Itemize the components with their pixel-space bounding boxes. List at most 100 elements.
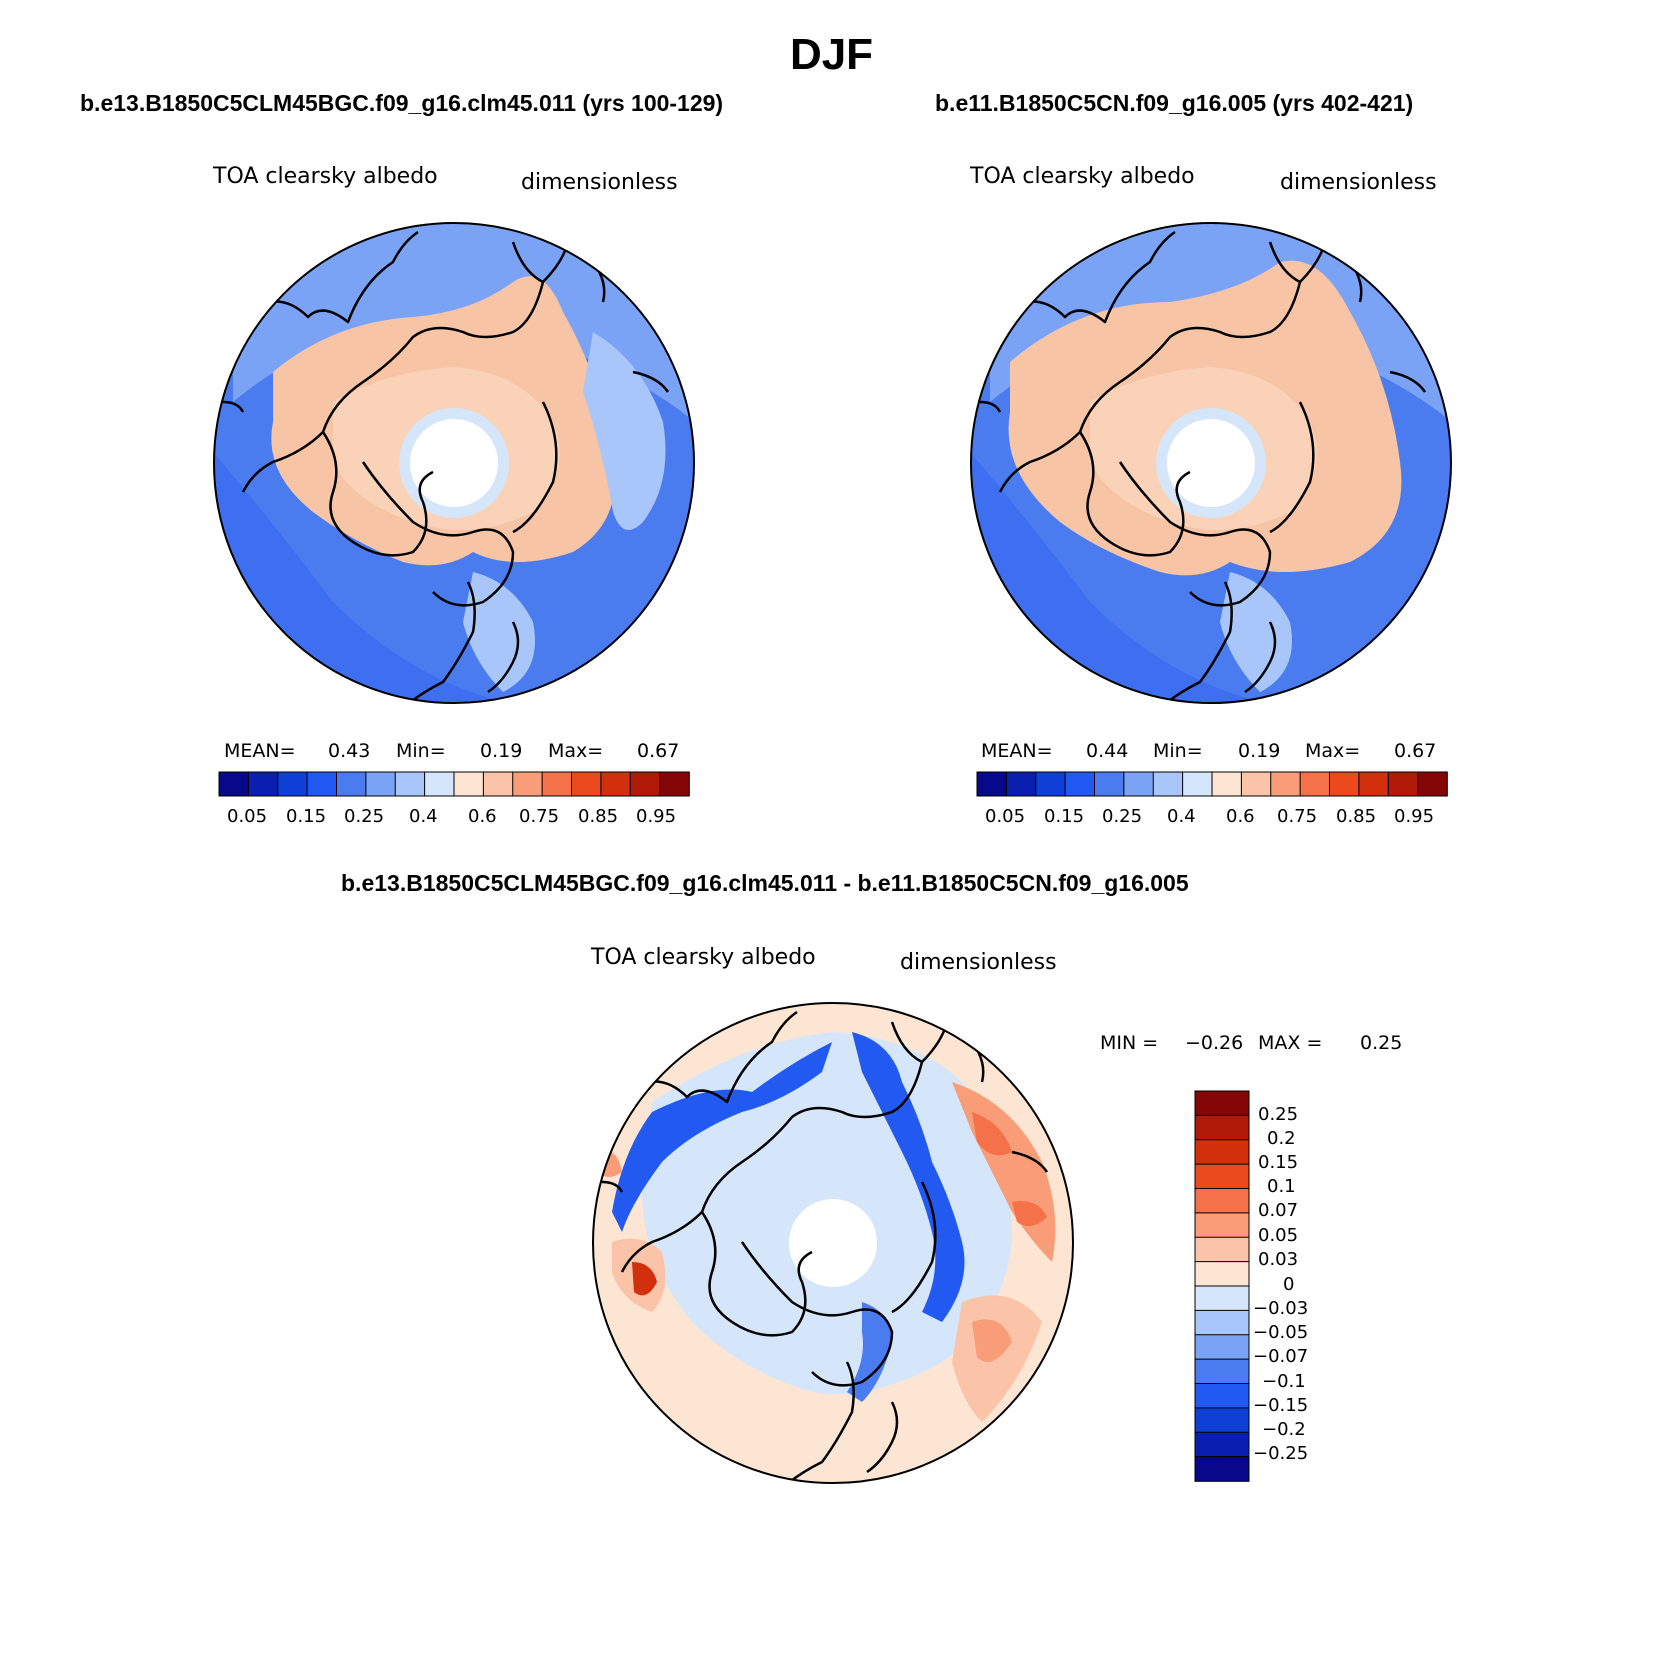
colorbar-swatch — [1152, 771, 1184, 797]
panel1-polar-map — [213, 222, 695, 704]
colorbar-swatch — [306, 771, 338, 797]
panel2-colorbar-tick: 0.6 — [1226, 806, 1255, 827]
colorbar-swatch — [1240, 771, 1272, 797]
panel3-colorbar-tick: 0.25 — [1258, 1104, 1299, 1125]
panel3-colorbar-tick: −0.03 — [1253, 1298, 1309, 1319]
panel3-colorbar-tick: 0.05 — [1258, 1225, 1299, 1246]
panel1-colorbar-tick: 0.25 — [344, 806, 385, 827]
colorbar-swatch — [1194, 1285, 1250, 1312]
colorbar-swatch — [1123, 771, 1155, 797]
panel3-colorbar-tick: 0.15 — [1258, 1152, 1299, 1173]
colorbar-swatch — [1194, 1139, 1250, 1165]
colorbar-swatch — [1329, 771, 1360, 797]
colorbar-swatch — [247, 771, 279, 797]
panel3-max-label: MAX = — [1258, 1032, 1323, 1054]
panel3-subtitle: b.e13.B1850C5CLM45BGC.f09_g16.clm45.011 … — [341, 870, 1189, 896]
colorbar-swatch — [336, 771, 367, 797]
colorbar-swatch — [1194, 1090, 1250, 1117]
panel2-colorbar-tick: 0.75 — [1277, 806, 1318, 827]
panel3-colorbar-tick: 0.1 — [1267, 1176, 1296, 1197]
panel1-min-label: Min= — [396, 740, 446, 762]
colorbar-swatch — [1005, 771, 1037, 797]
panel3-min-value: −0.26 — [1185, 1032, 1244, 1054]
panel1-mean-value: 0.43 — [328, 740, 371, 762]
colorbar-swatch — [512, 771, 543, 797]
panel1-colorbar-tick: 0.15 — [286, 806, 327, 827]
panel2-subtitle: b.e11.B1850C5CN.f09_g16.005 (yrs 402-421… — [935, 90, 1414, 116]
panel1-colorbar-tick: 0.4 — [409, 806, 438, 827]
panel3-difference-map — [592, 1002, 1074, 1484]
panel2-colorbar — [976, 771, 1448, 797]
panel2-colorbar-tick: 0.25 — [1102, 806, 1143, 827]
colorbar-swatch — [453, 771, 485, 797]
colorbar-swatch — [1194, 1334, 1250, 1360]
colorbar-swatch — [1194, 1383, 1250, 1409]
panel2-min-value: 0.19 — [1238, 740, 1281, 762]
colorbar-swatch — [1211, 771, 1243, 797]
panel2-variable-label: TOA clearsky albedo — [970, 164, 1195, 189]
panel3-colorbar-tick: 0.03 — [1258, 1249, 1299, 1270]
panel2-polar-map — [970, 222, 1452, 704]
panel1-colorbar-tick: 0.05 — [227, 806, 268, 827]
colorbar-swatch — [1358, 771, 1390, 797]
colorbar-swatch — [1417, 771, 1448, 797]
panel2-colorbar-tick: 0.85 — [1336, 806, 1377, 827]
panel2-max-value: 0.67 — [1394, 740, 1437, 762]
panel3-colorbar-tick: −0.05 — [1253, 1322, 1309, 1343]
colorbar-swatch — [365, 771, 397, 797]
colorbar-swatch — [424, 771, 455, 797]
panel2-units-label: dimensionless — [1280, 170, 1437, 195]
colorbar-swatch — [394, 771, 426, 797]
panel1-max-label: Max= — [548, 740, 604, 762]
panel3-colorbar-tick: 0.2 — [1267, 1128, 1296, 1149]
panel1-units-label: dimensionless — [521, 170, 678, 195]
colorbar-swatch — [1194, 1188, 1250, 1214]
colorbar-swatch — [1270, 771, 1301, 797]
panel2-colorbar-tick: 0.05 — [985, 806, 1026, 827]
colorbar-swatch — [1182, 771, 1213, 797]
colorbar-swatch — [1194, 1163, 1250, 1190]
panel1-colorbar-tick: 0.75 — [519, 806, 560, 827]
panel3-colorbar-tick: −0.25 — [1253, 1443, 1309, 1464]
colorbar-swatch — [600, 771, 632, 797]
colorbar-swatch — [1387, 771, 1419, 797]
colorbar-swatch — [571, 771, 602, 797]
panel2-max-label: Max= — [1305, 740, 1361, 762]
colorbar-swatch — [629, 771, 661, 797]
panel1-colorbar — [218, 771, 690, 797]
panel1-min-value: 0.19 — [480, 740, 523, 762]
colorbar-swatch — [659, 771, 690, 797]
panel2-colorbar-tick: 0.95 — [1394, 806, 1435, 827]
colorbar-swatch — [1194, 1431, 1250, 1458]
panel3-colorbar-tick: 0 — [1283, 1274, 1295, 1295]
panel3-colorbar-tick: −0.15 — [1253, 1395, 1309, 1416]
panel2-min-label: Min= — [1153, 740, 1203, 762]
figure-title: DJF — [789, 30, 874, 79]
panel2-mean-label: MEAN= — [981, 740, 1053, 762]
panel3-variable-label: TOA clearsky albedo — [591, 945, 816, 970]
panel2-colorbar-tick: 0.4 — [1167, 806, 1196, 827]
colorbar-swatch — [1035, 771, 1066, 797]
panel1-colorbar-tick: 0.6 — [468, 806, 497, 827]
colorbar-swatch — [1194, 1114, 1250, 1141]
colorbar-swatch — [976, 771, 1008, 797]
colorbar-swatch — [1194, 1358, 1250, 1385]
panel1-colorbar-tick: 0.95 — [636, 806, 677, 827]
panel1-colorbar-tick: 0.85 — [578, 806, 619, 827]
colorbar-swatch — [482, 771, 514, 797]
panel1-subtitle: b.e13.B1850C5CLM45BGC.f09_g16.clm45.011 … — [80, 90, 724, 116]
colorbar-swatch — [1194, 1236, 1250, 1263]
colorbar-swatch — [541, 771, 573, 797]
panel2-mean-value: 0.44 — [1086, 740, 1129, 762]
colorbar-swatch — [1299, 771, 1331, 797]
panel1-max-value: 0.67 — [637, 740, 680, 762]
colorbar-swatch — [218, 771, 250, 797]
panel3-colorbar-tick: −0.2 — [1262, 1419, 1306, 1440]
panel1-variable-label: TOA clearsky albedo — [213, 164, 438, 189]
colorbar-swatch — [1064, 771, 1096, 797]
panel3-colorbar-tick: 0.07 — [1258, 1200, 1299, 1221]
colorbar-swatch — [1194, 1212, 1250, 1239]
panel3-units-label: dimensionless — [900, 950, 1057, 975]
colorbar-swatch — [277, 771, 308, 797]
panel3-colorbar — [1194, 1090, 1250, 1482]
